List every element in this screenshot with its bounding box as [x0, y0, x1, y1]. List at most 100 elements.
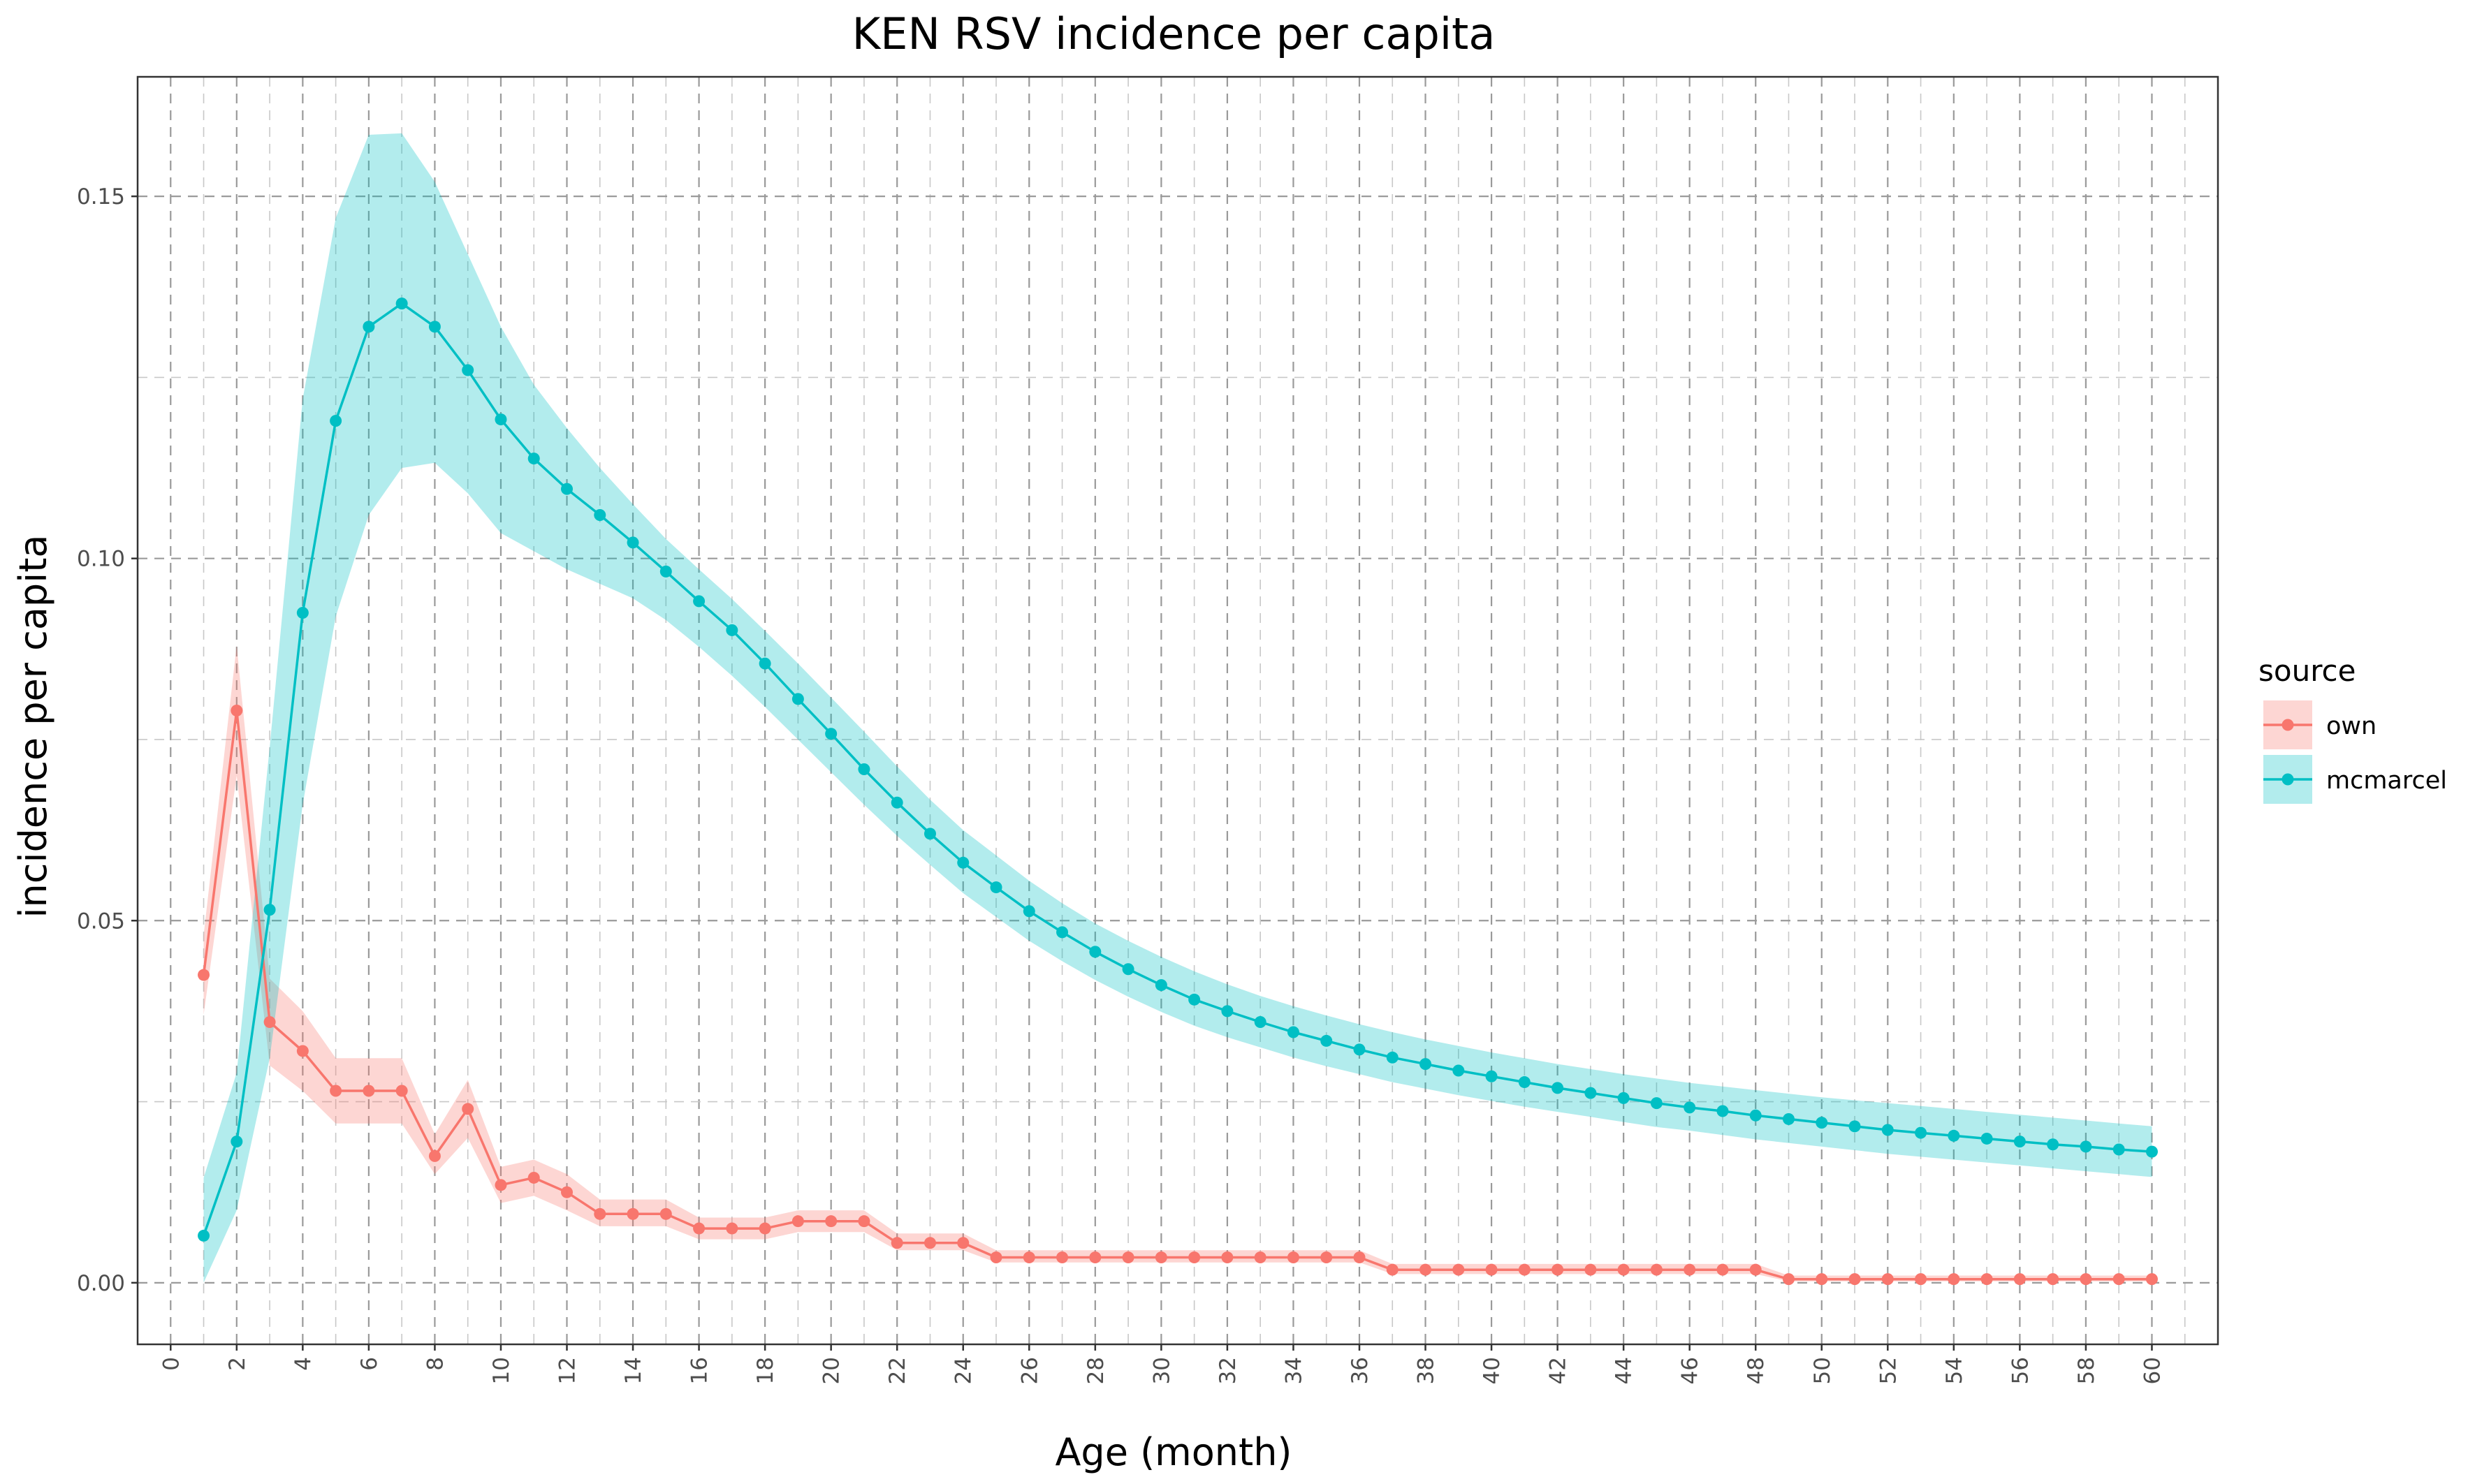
- y-tick-label: 0.10: [77, 547, 125, 572]
- data-point-own: [1518, 1263, 1531, 1276]
- data-point-own: [2145, 1273, 2158, 1286]
- data-point-own: [263, 1015, 276, 1028]
- data-point-own: [1320, 1251, 1333, 1264]
- x-tick-label: 46: [1678, 1357, 1703, 1384]
- data-point-mcmarcel: [263, 904, 276, 916]
- data-point-own: [1386, 1263, 1399, 1276]
- data-point-own: [594, 1207, 606, 1220]
- data-point-mcmarcel: [1320, 1034, 1333, 1047]
- x-tick-label: 54: [1942, 1357, 1967, 1384]
- legend-item-own: own: [2263, 700, 2377, 749]
- legend-items: own mcmarcel: [2263, 700, 2447, 804]
- data-point-own: [495, 1179, 507, 1191]
- data-point-own: [1188, 1251, 1201, 1264]
- data-point-mcmarcel: [1485, 1070, 1498, 1082]
- x-tick-label: 30: [1149, 1357, 1174, 1384]
- data-point-own: [693, 1222, 706, 1235]
- x-tick-label: 40: [1480, 1357, 1505, 1384]
- x-tick-label: 18: [753, 1357, 778, 1384]
- y-tick-label: 0.05: [77, 909, 125, 934]
- data-point-own: [1816, 1273, 1828, 1286]
- x-tick-label: 52: [1876, 1357, 1901, 1384]
- grid-layer: [137, 77, 2219, 1344]
- data-point-mcmarcel: [198, 1229, 210, 1242]
- x-tick-label: 44: [1612, 1357, 1637, 1384]
- data-point-mcmarcel: [1980, 1132, 1993, 1145]
- data-point-mcmarcel: [330, 415, 342, 427]
- data-point-own: [527, 1171, 540, 1184]
- x-tick-label: 24: [951, 1357, 977, 1384]
- data-point-mcmarcel: [1089, 946, 1102, 958]
- data-point-own: [1980, 1273, 1993, 1286]
- confidence-bands: [203, 133, 2152, 1283]
- data-point-own: [1848, 1273, 1861, 1286]
- data-point-own: [659, 1207, 672, 1220]
- data-point-mcmarcel: [1684, 1101, 1696, 1114]
- data-point-own: [231, 705, 243, 717]
- data-point-mcmarcel: [1716, 1105, 1729, 1117]
- data-point-mcmarcel: [1552, 1082, 1564, 1094]
- legend-title: source: [2258, 654, 2356, 688]
- data-point-own: [1617, 1263, 1630, 1276]
- data-point-own: [1485, 1263, 1498, 1276]
- data-point-mcmarcel: [1155, 979, 1167, 992]
- data-point-mcmarcel: [1782, 1112, 1795, 1125]
- data-point-mcmarcel: [296, 606, 309, 619]
- data-point-mcmarcel: [1650, 1097, 1663, 1110]
- data-point-own: [1419, 1263, 1432, 1276]
- data-point-own: [891, 1237, 903, 1249]
- data-point-mcmarcel: [2145, 1145, 2158, 1158]
- data-point-mcmarcel: [2112, 1143, 2125, 1156]
- data-point-mcmarcel: [2047, 1138, 2059, 1151]
- data-point-mcmarcel: [891, 796, 903, 809]
- data-point-mcmarcel: [561, 483, 574, 495]
- x-tick-label: 50: [1810, 1357, 1835, 1384]
- x-tick-label: 20: [819, 1357, 845, 1384]
- data-point-mcmarcel: [726, 624, 738, 636]
- data-point-mcmarcel: [1915, 1126, 1927, 1139]
- data-point-mcmarcel: [1122, 963, 1134, 976]
- data-point-own: [1782, 1273, 1795, 1286]
- data-point-mcmarcel: [1287, 1026, 1299, 1038]
- data-point-mcmarcel: [1419, 1058, 1432, 1071]
- data-point-own: [1584, 1263, 1597, 1276]
- data-point-own: [1254, 1251, 1266, 1264]
- legend-item-mcmarcel: mcmarcel: [2263, 755, 2447, 804]
- legend-key-point: [2281, 719, 2294, 731]
- y-axis-title: incidence per capita: [11, 535, 55, 918]
- data-point-mcmarcel: [428, 321, 441, 333]
- x-tick-label: 28: [1083, 1357, 1109, 1384]
- data-point-mcmarcel: [957, 856, 970, 869]
- data-point-own: [1881, 1273, 1894, 1286]
- x-tick-label: 2: [225, 1357, 250, 1371]
- data-point-mcmarcel: [1848, 1120, 1861, 1133]
- panel-border: [136, 75, 2219, 1346]
- data-point-own: [1749, 1263, 1762, 1276]
- x-tick-label: 12: [555, 1357, 581, 1384]
- data-point-mcmarcel: [1518, 1076, 1531, 1089]
- data-point-own: [1650, 1263, 1663, 1276]
- x-tick-label: 26: [1017, 1357, 1042, 1384]
- data-point-own: [627, 1207, 639, 1220]
- data-point-own: [1452, 1263, 1465, 1276]
- data-point-mcmarcel: [1617, 1092, 1630, 1104]
- data-point-mcmarcel: [1584, 1087, 1597, 1099]
- data-point-mcmarcel: [527, 453, 540, 465]
- data-point-own: [1948, 1273, 1960, 1286]
- data-point-own: [2080, 1273, 2092, 1286]
- data-point-mcmarcel: [2013, 1136, 2026, 1148]
- data-point-mcmarcel: [1188, 993, 1201, 1006]
- data-point-mcmarcel: [462, 364, 474, 376]
- data-point-own: [1023, 1251, 1035, 1264]
- x-tick-label: 32: [1215, 1357, 1241, 1384]
- data-point-own: [726, 1222, 738, 1235]
- data-point-own: [395, 1085, 408, 1097]
- x-tick-label: 10: [489, 1357, 514, 1384]
- data-point-mcmarcel: [1948, 1129, 1960, 1142]
- data-point-mcmarcel: [1881, 1124, 1894, 1136]
- data-point-own: [1684, 1263, 1696, 1276]
- x-tick-label: 60: [2140, 1357, 2165, 1384]
- data-point-own: [198, 969, 210, 981]
- x-tick-label: 6: [357, 1357, 382, 1371]
- data-point-mcmarcel: [1254, 1015, 1266, 1028]
